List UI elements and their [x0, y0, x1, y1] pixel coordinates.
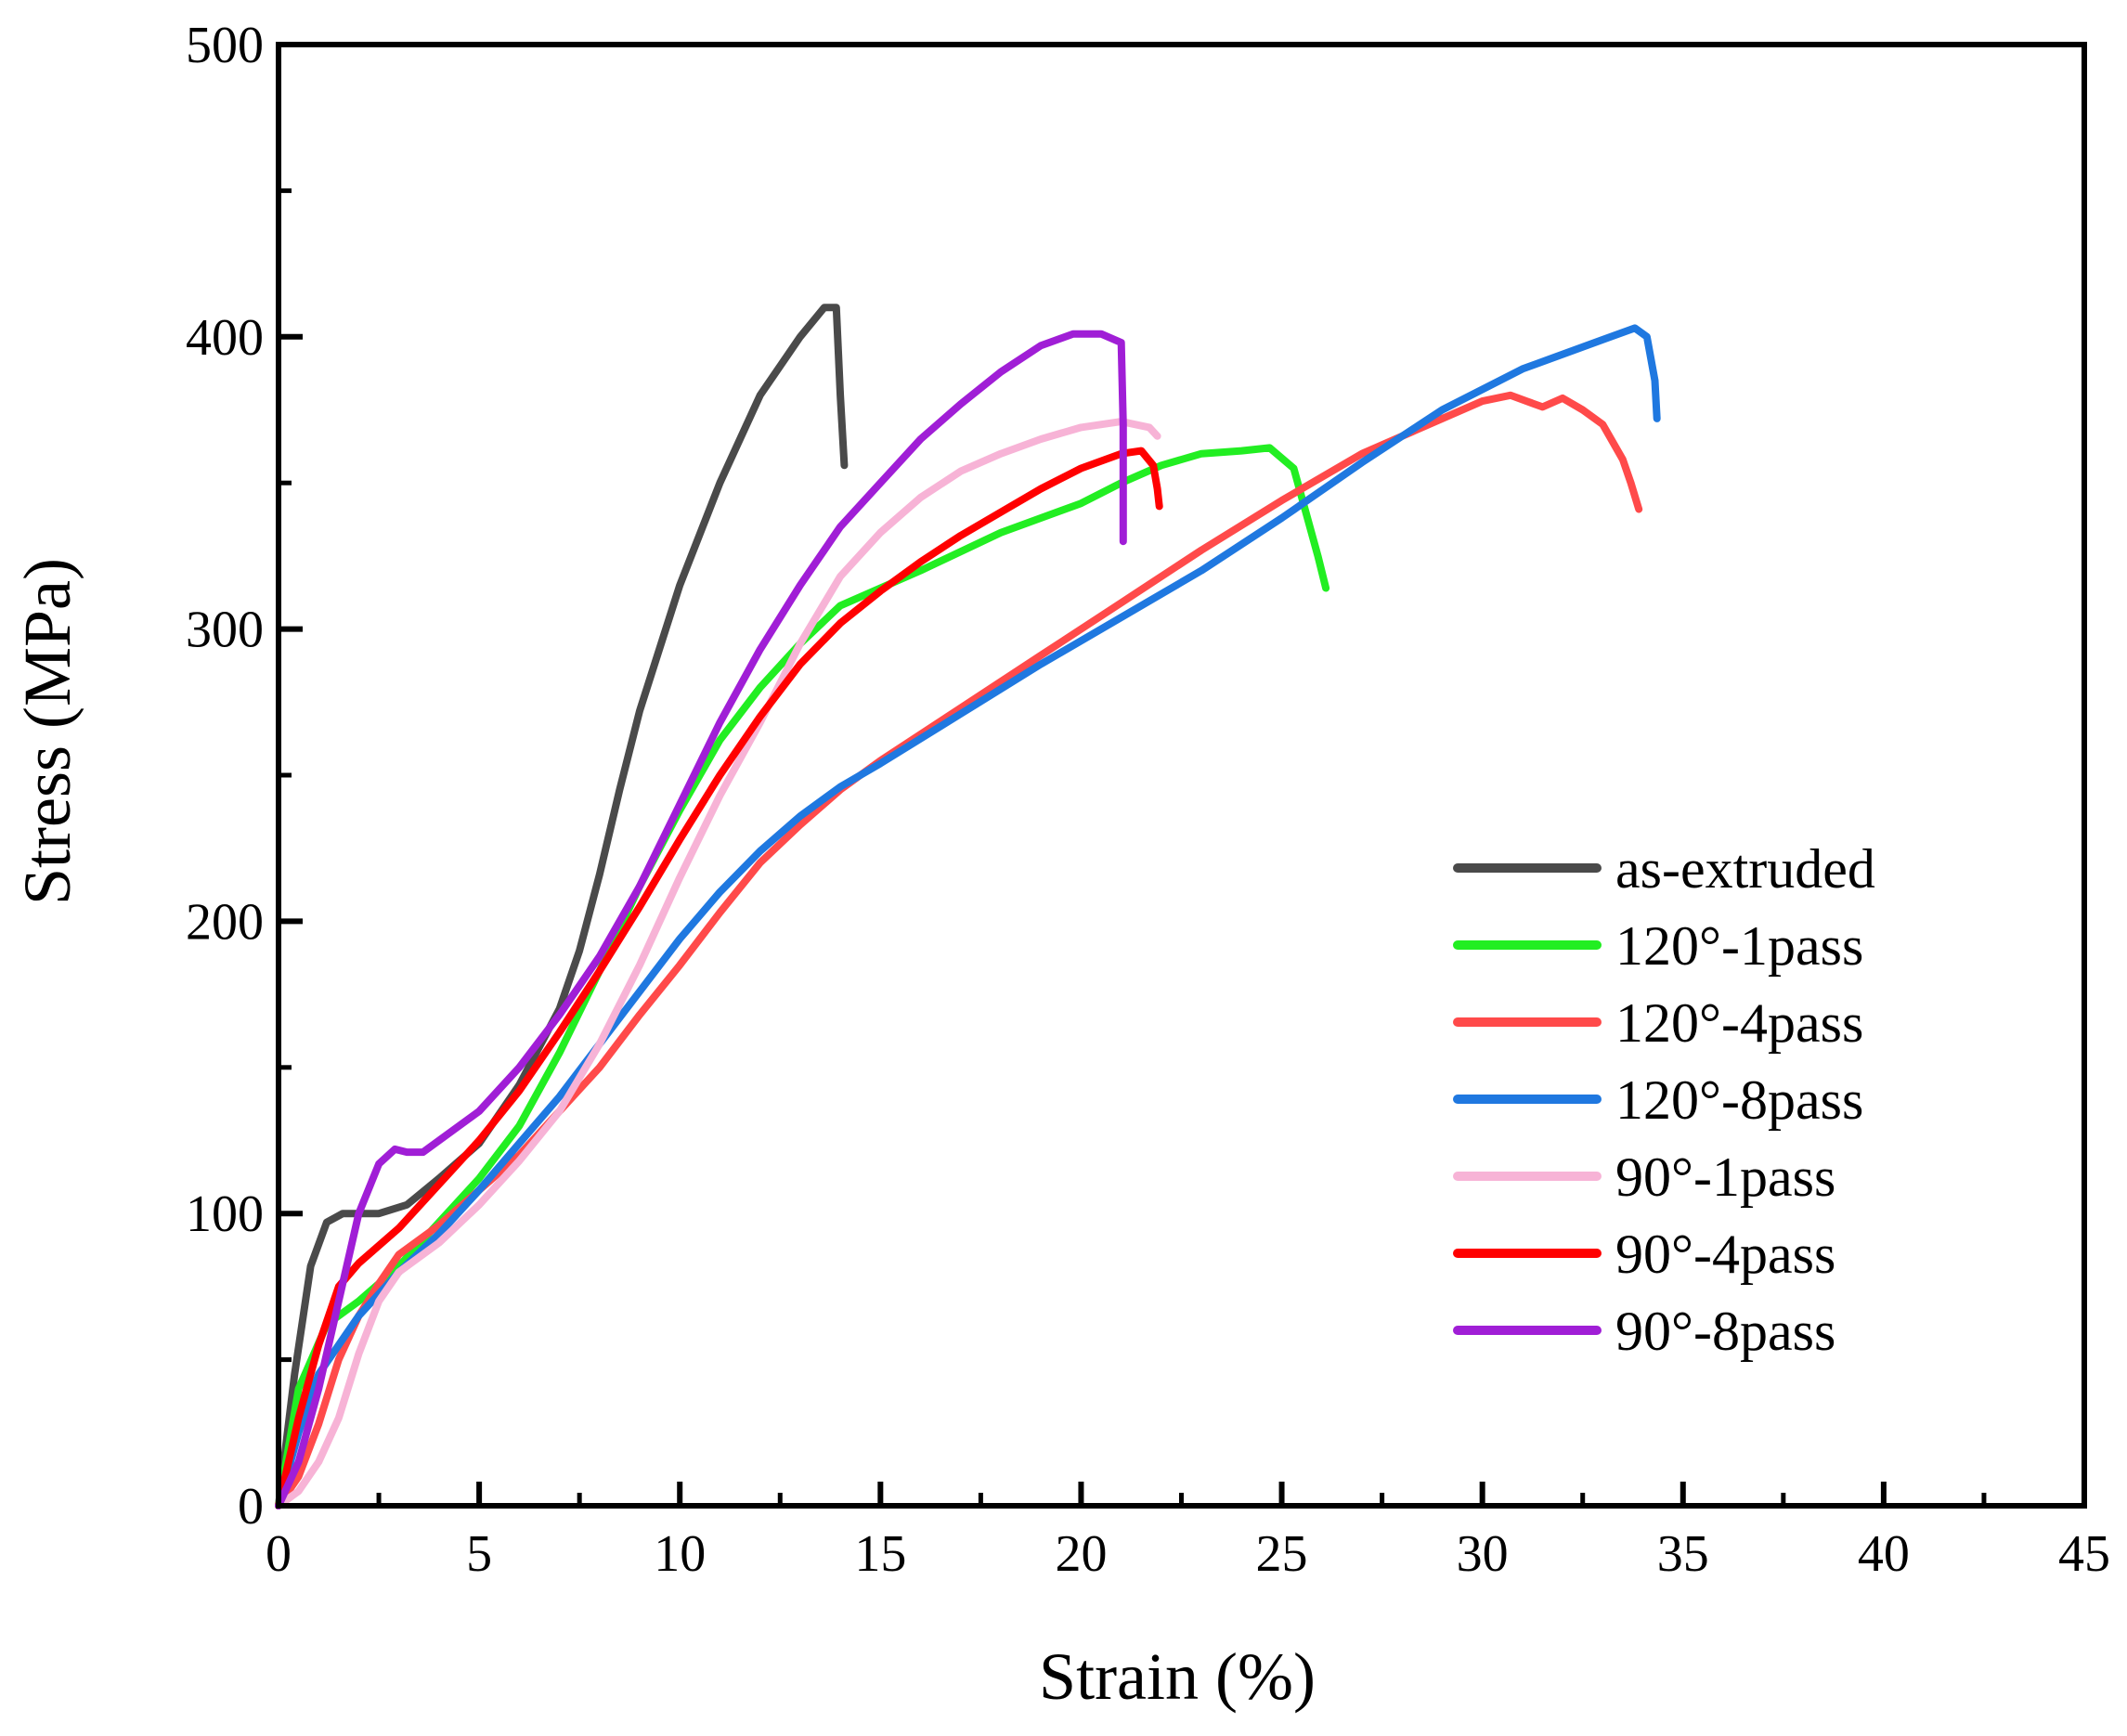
x-tick-label: 0 — [266, 1525, 292, 1583]
series-line-90deg-1pass — [275, 418, 1161, 1509]
legend-label-120deg-8pass: 120°-8pass — [1615, 1069, 1863, 1131]
y-tick-label: 400 — [186, 309, 264, 367]
x-tick-label: 15 — [854, 1525, 906, 1583]
legend-label-90deg-1pass: 90°-1pass — [1615, 1147, 1835, 1208]
series-curves — [275, 304, 1661, 1509]
legend-label-120deg-4pass: 120°-4pass — [1615, 992, 1863, 1054]
y-tick-label: 200 — [186, 893, 264, 951]
y-tick-label: 100 — [186, 1185, 264, 1243]
x-tick-label: 20 — [1055, 1525, 1107, 1583]
y-tick-label: 300 — [186, 602, 264, 659]
y-tick-label: 0 — [238, 1478, 264, 1535]
y-tick-label: 500 — [186, 17, 264, 74]
legend-label-120deg-1pass: 120°-1pass — [1615, 915, 1863, 977]
x-tick-label: 25 — [1256, 1525, 1308, 1583]
x-tick-label: 10 — [654, 1525, 706, 1583]
x-tick-label: 40 — [1858, 1525, 1910, 1583]
x-axis-title: Strain (%) — [1039, 1639, 1316, 1714]
x-tick-label: 45 — [2058, 1525, 2110, 1583]
axes-group: 0 5 10 15 20 25 30 35 40 45 0 100 200 300 400 500 — [186, 17, 2110, 1583]
series-line-90deg-4pass — [275, 447, 1163, 1509]
x-tick-label: 30 — [1457, 1525, 1509, 1583]
legend-label-90deg-4pass: 90°-4pass — [1615, 1224, 1835, 1285]
x-tick-label: 5 — [466, 1525, 492, 1583]
series-line-90deg-8pass — [275, 330, 1127, 1509]
legend-label-90deg-8pass: 90°-8pass — [1615, 1301, 1835, 1362]
legend: as-extruded 120°-1pass 120°-4pass 120°-8pas… — [1453, 838, 1875, 1362]
x-tick-label: 35 — [1657, 1525, 1709, 1583]
series-line-120deg-8pass — [275, 324, 1661, 1509]
legend-label-as-extruded: as-extruded — [1615, 838, 1875, 900]
series-line-as-extruded — [275, 304, 849, 1509]
y-axis-title: Stress (MPa) — [10, 558, 84, 905]
